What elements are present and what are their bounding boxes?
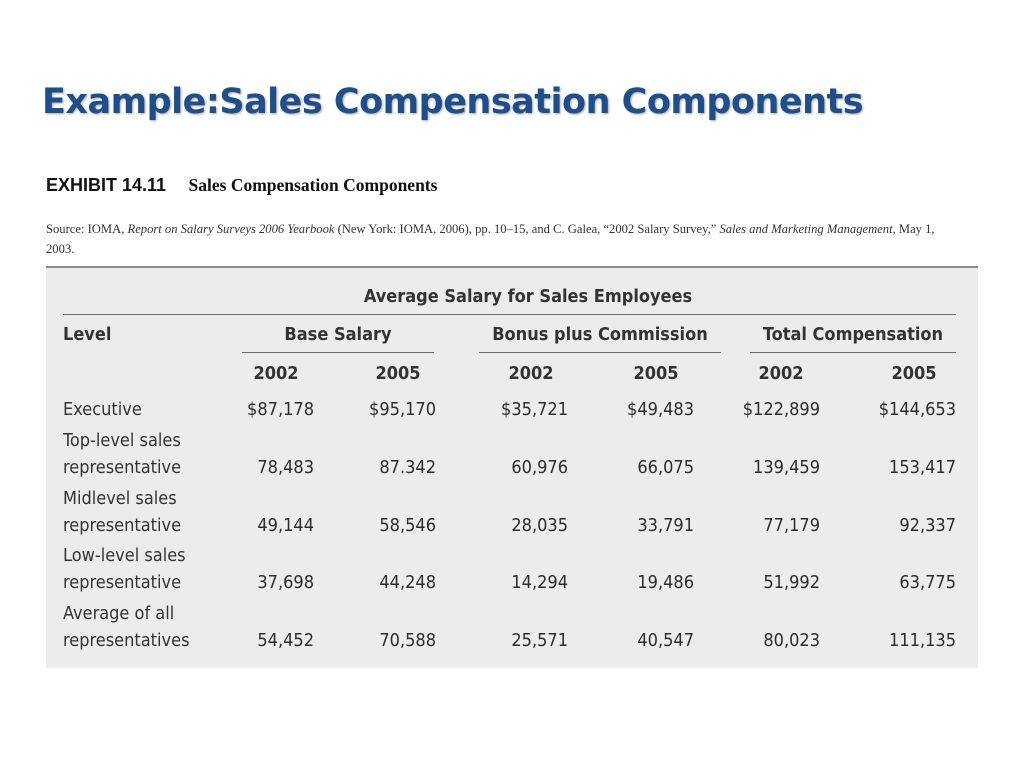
table-cell: 19,486 <box>637 572 694 593</box>
table-cell: 40,547 <box>637 630 694 651</box>
row-label-midlevel-line1: Midlevel sales <box>63 488 177 509</box>
table-cell: 87.342 <box>379 457 436 478</box>
table-cell: 60,976 <box>511 457 568 478</box>
base-salary-rule <box>242 352 434 353</box>
table-cell: $95,170 <box>369 399 436 420</box>
year-header: 2002 <box>508 363 554 384</box>
table-cell: 77,179 <box>763 515 820 536</box>
group-header-total-compensation: Total Compensation <box>762 324 944 345</box>
year-header: 2005 <box>633 363 679 384</box>
group-header-bonus-commission: Bonus plus Commission <box>492 324 708 345</box>
table-cell: 70,588 <box>379 630 436 651</box>
table-cell: 139,459 <box>753 457 820 478</box>
source-middle: (New York: IOMA, 2006), pp. 10–15, and C… <box>334 222 720 236</box>
table-cell: 51,992 <box>763 572 820 593</box>
table-cell: 25,571 <box>511 630 568 651</box>
table-cell: 78,483 <box>257 457 314 478</box>
year-header: 2002 <box>253 363 299 384</box>
super-header-rule <box>63 314 956 315</box>
slide-title: Example:Sales Compensation Components <box>42 82 864 122</box>
salary-table-panel: Average Salary for Sales Employees Level… <box>46 266 978 668</box>
table-cell: 92,337 <box>899 515 956 536</box>
year-header: 2002 <box>758 363 804 384</box>
group-header-base-salary: Base Salary <box>284 324 392 345</box>
row-label-low-level-line2: representative <box>63 572 182 593</box>
source-citation: Source: IOMA, Report on Salary Surveys 2… <box>46 219 966 259</box>
table-cell: $49,483 <box>627 399 694 420</box>
row-label-average-line1: Average of all <box>63 603 175 624</box>
exhibit-number: EXHIBIT 14.11 <box>46 175 167 195</box>
row-label-average-line2: representatives <box>63 630 190 651</box>
row-label-midlevel-line2: representative <box>63 515 182 536</box>
year-header: 2005 <box>375 363 421 384</box>
table-cell: 49,144 <box>257 515 314 536</box>
source-prefix: Source: IOMA, <box>46 222 128 236</box>
table-cell: 28,035 <box>511 515 568 536</box>
row-label-top-level-line1: Top-level sales <box>63 430 181 451</box>
table-cell: 33,791 <box>637 515 694 536</box>
exhibit-title: Sales Compensation Components <box>188 175 438 195</box>
row-label-low-level-line1: Low-level sales <box>63 545 186 566</box>
table-cell: 58,546 <box>379 515 436 536</box>
table-cell: 37,698 <box>257 572 314 593</box>
source-journal-title: Sales and Marketing Management <box>719 222 893 236</box>
table-cell: $144,653 <box>878 399 956 420</box>
table-cell: 111,135 <box>889 630 956 651</box>
source-suffix: , May 1, 2003. <box>46 222 935 256</box>
table-cell: 66,075 <box>637 457 694 478</box>
year-header: 2005 <box>891 363 937 384</box>
table-cell: 44,248 <box>379 572 436 593</box>
table-cell: 54,452 <box>257 630 314 651</box>
source-report-title: Report on Salary Surveys 2006 Yearbook <box>127 222 335 236</box>
level-header: Level <box>63 324 112 345</box>
table-cell: 80,023 <box>763 630 820 651</box>
table-cell: 63,775 <box>899 572 956 593</box>
table-cell: 153,417 <box>889 457 956 478</box>
row-label-executive: Executive <box>63 399 142 420</box>
table-cell: $35,721 <box>501 399 568 420</box>
table-cell: $122,899 <box>742 399 820 420</box>
row-label-top-level-line2: representative <box>63 457 182 478</box>
table-cell: 14,294 <box>511 572 568 593</box>
total-compensation-rule <box>750 352 956 353</box>
bonus-commission-rule <box>479 352 721 353</box>
exhibit-header: EXHIBIT 14.11 Sales Compensation Compone… <box>46 175 437 196</box>
table-super-header: Average Salary for Sales Employees <box>363 286 693 307</box>
table-cell: $87,178 <box>247 399 314 420</box>
